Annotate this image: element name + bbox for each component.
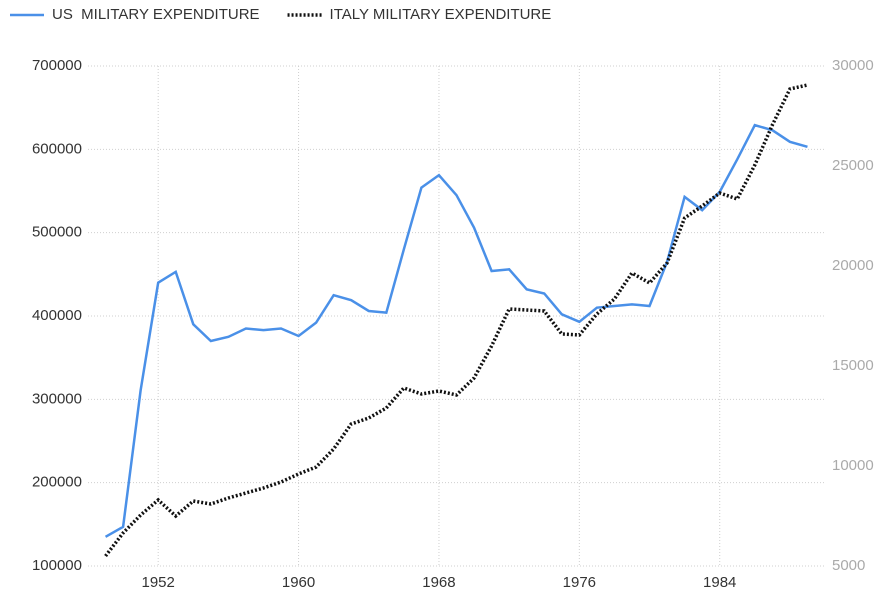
y-tick-label: 300000	[32, 390, 82, 407]
y2-tick-label: 10000	[832, 457, 874, 474]
y2-tick-label: 25000	[832, 157, 874, 174]
legend-label: ITALY MILITARY EXPENDITURE	[330, 6, 552, 23]
x-tick-label: 1952	[142, 574, 175, 591]
y-tick-label: 200000	[32, 474, 82, 491]
line-series	[104, 123, 808, 538]
y-tick-label: 700000	[32, 57, 82, 74]
x-tick-label: 1960	[282, 574, 315, 591]
x-tick-label: 1968	[422, 574, 455, 591]
y-tick-label: 600000	[32, 140, 82, 157]
y2-tick-label: 15000	[832, 357, 874, 374]
y2-tick-label: 30000	[832, 57, 874, 74]
y-tick-label: 100000	[32, 557, 82, 574]
y2-tick-label: 5000	[832, 557, 865, 574]
legend-label: US MILITARY EXPENDITURE	[52, 6, 260, 23]
y-tick-label: 400000	[32, 307, 82, 324]
y-tick-label: 500000	[32, 224, 82, 241]
x-tick-label: 1984	[703, 574, 736, 591]
x-tick-label: 1976	[563, 574, 596, 591]
y2-tick-label: 20000	[832, 257, 874, 274]
line-series	[104, 83, 808, 558]
